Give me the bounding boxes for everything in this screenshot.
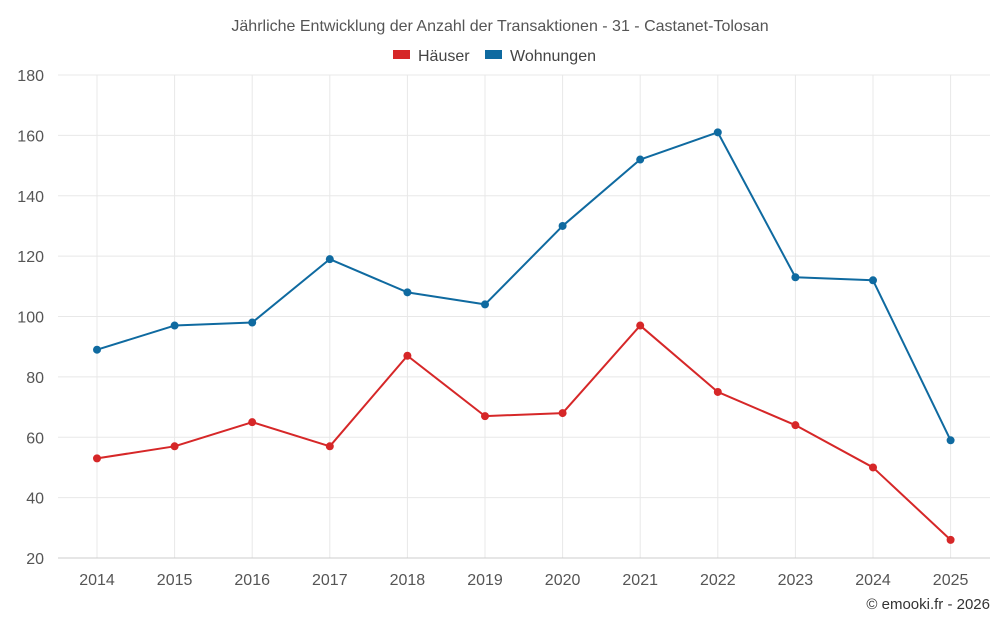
x-tick-label-2017: 2017 [312,572,348,589]
x-tick-label-2020: 2020 [545,572,581,589]
x-axis-ticks: 2014 2015 2016 2017 2018 2019 2020 2021 2022 2023… [79,572,968,589]
legend-label-wohnungen: Wohnungen [510,48,596,65]
y-tick-label-160: 160 [17,128,44,145]
data-point-wohnungen-2025[interactable] [946,436,955,445]
series-line-wohnungen [96,131,952,441]
data-point-haeuser-2016[interactable] [248,418,257,427]
x-tick-label-2015: 2015 [157,572,193,589]
data-point-wohnungen-2016[interactable] [248,318,257,327]
data-point-haeuser-2017[interactable] [325,442,334,451]
y-tick-label-180: 180 [17,68,44,85]
data-point-wohnungen-2024[interactable] [869,276,877,285]
series-wohnungen [93,128,955,445]
series-line-haeuser [96,324,952,541]
data-point-wohnungen-2014[interactable] [93,345,101,354]
data-point-haeuser-2022[interactable] [713,387,722,396]
y-tick-label-20: 20 [26,551,44,568]
data-point-haeuser-2024[interactable] [869,463,877,472]
x-tick-label-2025: 2025 [933,572,969,589]
data-point-haeuser-2021[interactable] [636,321,645,330]
x-tick-label-2019: 2019 [467,572,503,589]
data-point-wohnungen-2017[interactable] [325,255,334,264]
x-tick-label-2022: 2022 [700,572,736,589]
data-point-wohnungen-2018[interactable] [403,288,412,297]
data-point-haeuser-2018[interactable] [403,351,412,360]
data-point-haeuser-2025[interactable] [946,535,955,544]
y-axis-ticks: 20 40 60 80 100 120 140 160 180 [17,68,44,568]
data-point-haeuser-2014[interactable] [93,454,101,463]
legend-item-haeuser[interactable]: Häuser [393,48,470,65]
legend: Häuser Wohnungen [393,48,596,65]
chart-title: Jährliche Entwicklung der Anzahl der Tra… [231,18,768,35]
y-tick-label-60: 60 [26,430,44,447]
x-tick-label-2021: 2021 [622,572,658,589]
y-tick-label-120: 120 [17,249,44,266]
y-tick-label-40: 40 [26,491,44,508]
y-tick-label-100: 100 [17,310,44,327]
x-tick-label-2023: 2023 [778,572,814,589]
data-point-haeuser-2019[interactable] [481,412,489,421]
series-haeuser [93,321,955,544]
x-tick-label-2024: 2024 [855,572,891,589]
series [93,128,955,544]
data-point-wohnungen-2020[interactable] [558,221,567,230]
data-point-wohnungen-2021[interactable] [636,155,645,164]
y-tick-label-80: 80 [26,370,44,387]
legend-swatch-wohnungen [485,50,502,59]
data-point-wohnungen-2023[interactable] [791,273,800,282]
x-tick-label-2018: 2018 [390,572,426,589]
credit-text: © emooki.fr - 2026 [866,596,990,613]
legend-item-wohnungen[interactable]: Wohnungen [485,48,596,65]
data-point-haeuser-2020[interactable] [558,409,567,418]
legend-label-haeuser: Häuser [418,48,470,65]
data-point-wohnungen-2022[interactable] [713,128,722,137]
y-tick-label-140: 140 [17,189,44,206]
data-point-wohnungen-2015[interactable] [170,321,179,330]
x-tick-label-2014: 2014 [79,572,115,589]
grid [58,74,990,559]
legend-swatch-haeuser [393,50,410,59]
data-point-haeuser-2023[interactable] [791,421,800,430]
x-tick-label-2016: 2016 [234,572,270,589]
data-point-wohnungen-2019[interactable] [481,300,489,309]
data-point-haeuser-2015[interactable] [170,442,179,451]
